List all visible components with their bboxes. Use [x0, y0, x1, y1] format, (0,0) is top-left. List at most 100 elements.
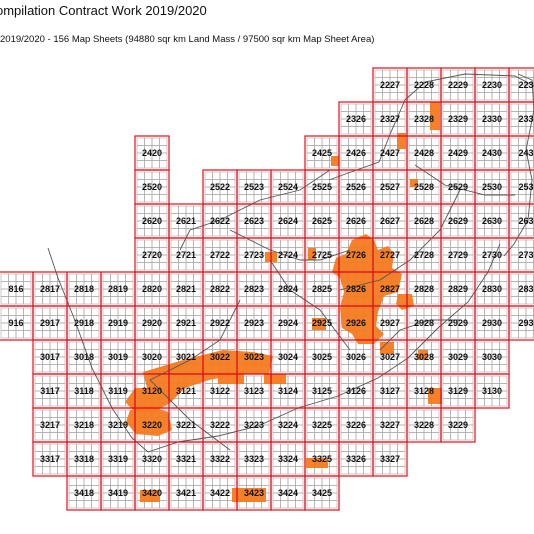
- sheet-subgrid: [238, 171, 270, 203]
- compilation-area: [410, 179, 418, 187]
- sheet-subgrid: [340, 409, 372, 441]
- sheet-number-label: 3026: [346, 352, 366, 362]
- map-sheet-cell[interactable]: [440, 407, 476, 443]
- sheet-number-label: 2830: [482, 284, 502, 294]
- sheet-number-label: 2523: [244, 182, 264, 192]
- sheet-number-label: 2819: [108, 284, 128, 294]
- sheet-subgrid: [306, 171, 338, 203]
- sheet-number-label: 2620: [142, 216, 162, 226]
- sheet-number-label: 3325: [312, 454, 332, 464]
- sheet-number-label: 2622: [210, 216, 230, 226]
- sheet-number-label: 3317: [40, 454, 60, 464]
- sheet-number-label: 3027: [380, 352, 400, 362]
- sheet-number-label: 3128: [414, 386, 434, 396]
- sheet-number-label: 3419: [108, 488, 128, 498]
- map-sheet-cell[interactable]: [508, 305, 534, 341]
- compilation-area: [308, 248, 316, 260]
- sheet-subgrid: [170, 477, 202, 509]
- sheet-subgrid: [340, 375, 372, 407]
- sheet-number-label: 3124: [278, 386, 298, 396]
- sheet-number-label: 2329: [448, 114, 468, 124]
- sheet-number-label: 2927: [380, 318, 400, 328]
- sheet-number-label: 2228: [414, 80, 434, 90]
- map-sheet-cell[interactable]: [304, 475, 340, 511]
- sheet-number-label: 2826: [346, 284, 366, 294]
- sheet-subgrid: [442, 409, 474, 441]
- sheet-number-label: 2828: [414, 284, 434, 294]
- sheet-number-label: 2728: [414, 250, 434, 260]
- sheet-number-label: 2730: [482, 250, 502, 260]
- sheet-subgrid: [510, 273, 534, 305]
- sheet-subgrid: [476, 239, 508, 271]
- sheet-number-label: 2729: [448, 250, 468, 260]
- sheet-number-label: 2724: [278, 250, 298, 260]
- compilation-area: [396, 294, 414, 310]
- sheet-number-label: 3017: [40, 352, 60, 362]
- sheet-subgrid: [306, 341, 338, 373]
- sheet-subgrid: [442, 171, 474, 203]
- sheet-subgrid: [442, 103, 474, 135]
- sheet-number-label: 3228: [414, 420, 434, 430]
- sheet-number-label: 2818: [74, 284, 94, 294]
- map-subtitle: 2019/2020 - 156 Map Sheets (94880 sqr km…: [0, 34, 375, 45]
- sheet-number-label: 2920: [142, 318, 162, 328]
- sheet-number-label: 2917: [40, 318, 60, 328]
- sheet-subgrid: [408, 69, 440, 101]
- sheet-subgrid: [442, 307, 474, 339]
- boundary-line: [339, 189, 461, 291]
- sheet-number-label: 3020: [142, 352, 162, 362]
- boundary-line: [47, 243, 501, 453]
- sheet-subgrid: [340, 137, 372, 169]
- sheet-number-label: 2926: [346, 318, 366, 328]
- sheet-number-label: 3123: [244, 386, 264, 396]
- sheet-subgrid: [102, 341, 134, 373]
- sheet-subgrid: [272, 307, 304, 339]
- sheet-number-label: 2628: [414, 216, 434, 226]
- sheet-subgrid: [136, 205, 168, 237]
- sheet-subgrid: [408, 205, 440, 237]
- sheet-number-label: 3327: [380, 454, 400, 464]
- sheet-subgrid: [102, 443, 134, 475]
- sheet-number-label: 3324: [278, 454, 298, 464]
- sheet-number-label: 2821: [176, 284, 196, 294]
- compilation-area: [306, 458, 328, 468]
- sheet-number-label: 3225: [312, 420, 332, 430]
- sheet-number-label: 3319: [108, 454, 128, 464]
- sheet-number-label: 2726: [346, 250, 366, 260]
- sheet-number-label: 2820: [142, 284, 162, 294]
- sheet-number-label: 3222: [210, 420, 230, 430]
- sheet-number-label: 3021: [176, 352, 196, 362]
- sheet-number-label: 3125: [312, 386, 332, 396]
- sheet-subgrid: [408, 137, 440, 169]
- sheet-subgrid: [442, 239, 474, 271]
- sheet-subgrid: [374, 205, 406, 237]
- sheet-number-label: 916: [8, 318, 23, 328]
- sheet-subgrid: [476, 375, 508, 407]
- map-sheet-cell[interactable]: [372, 441, 408, 477]
- compilation-area: [332, 234, 402, 344]
- sheet-number-label: 2825: [312, 284, 332, 294]
- compilation-area: [331, 156, 339, 166]
- sheet-number-label: 233: [518, 114, 533, 124]
- compilation-area: [380, 342, 394, 354]
- sheet-subgrid: [442, 375, 474, 407]
- sheet-number-label: 2721: [176, 250, 196, 260]
- sheet-number-label: 2823: [244, 284, 264, 294]
- sheet-number-label: 2524: [278, 182, 298, 192]
- sheet-number-label: 2725: [312, 250, 332, 260]
- map-sheet-cell[interactable]: [474, 373, 510, 409]
- sheet-number-label: 3322: [210, 454, 230, 464]
- sheet-subgrid: [204, 477, 236, 509]
- sheet-number-label: 3126: [346, 386, 366, 396]
- sheet-number-label: 273: [518, 250, 533, 260]
- sheet-number-label: 2326: [346, 114, 366, 124]
- sheet-number-label: 2427: [380, 148, 400, 158]
- boundary-line: [229, 229, 351, 261]
- sheet-number-label: 263: [518, 216, 533, 226]
- sheet-subgrid: [204, 409, 236, 441]
- sheet-number-label: 283: [518, 284, 533, 294]
- sheet-subgrid: [136, 171, 168, 203]
- sheet-subgrid: [238, 273, 270, 305]
- sheet-subgrid: [476, 341, 508, 373]
- sheet-number-label: 2925: [312, 318, 332, 328]
